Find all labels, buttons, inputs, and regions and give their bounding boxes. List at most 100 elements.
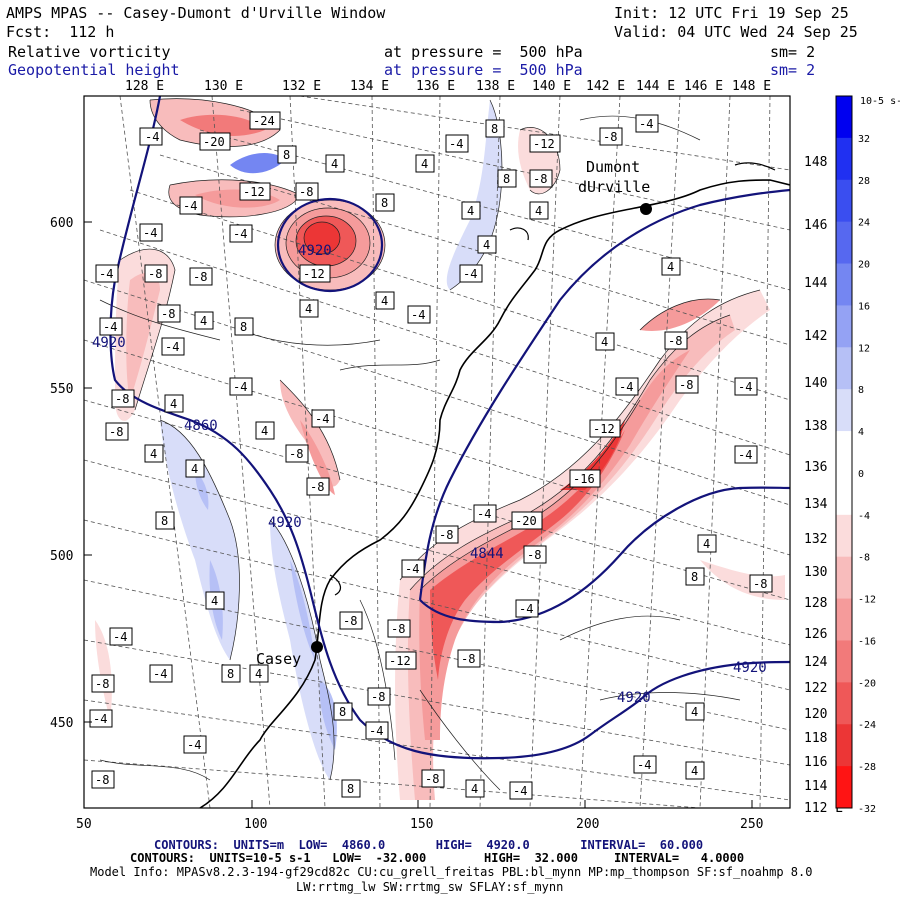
svg-text:126 E: 126 E: [804, 627, 843, 642]
svg-text:-4: -4: [738, 380, 752, 394]
svg-text:4: 4: [191, 462, 198, 476]
vort-label: -4: [89, 709, 113, 728]
svg-text:134 E: 134 E: [350, 79, 389, 94]
vort-label: -8: [599, 127, 623, 146]
svg-text:-4: -4: [165, 340, 179, 354]
svg-text:-20: -20: [515, 514, 537, 528]
vort-label: 4: [415, 154, 435, 173]
durville-label: dUrville: [578, 178, 650, 196]
colorbar-tick-label: 24: [858, 218, 870, 229]
vort-label: -4: [229, 224, 253, 243]
vort-label: 4: [205, 591, 225, 610]
vort-label: -4: [407, 305, 431, 324]
vort-label: 4: [529, 201, 549, 220]
vort-label: -8: [91, 770, 115, 789]
svg-text:144 E: 144 E: [636, 79, 675, 94]
vort-label: -4: [633, 755, 657, 774]
colorbar-tick-label: -20: [858, 678, 876, 689]
vort-label: -4: [149, 664, 173, 683]
svg-text:4: 4: [703, 537, 710, 551]
vort-label: -4: [139, 127, 163, 146]
svg-text:4: 4: [381, 294, 388, 308]
svg-text:-8: -8: [343, 614, 357, 628]
vort-label: 8: [234, 317, 254, 336]
svg-text:8: 8: [161, 514, 168, 528]
vort-label: -8: [189, 267, 213, 286]
svg-text:4920: 4920: [733, 660, 767, 676]
vorticity-contour-info: CONTOURS: UNITS=10-5 s-1 LOW= -32.000 HI…: [130, 851, 745, 865]
vort-label: -12: [385, 651, 417, 670]
svg-text:116 E: 116 E: [804, 755, 843, 770]
height-contour-labels: 4920 4860 4920 4920 4920 4920 4844: [92, 243, 767, 706]
svg-text:-8: -8: [753, 577, 767, 591]
svg-text:-4: -4: [315, 412, 329, 426]
dumont-label: Dumont: [586, 158, 640, 176]
svg-text:122 E: 122 E: [804, 681, 843, 696]
svg-text:-4: -4: [145, 130, 159, 144]
svg-text:150: 150: [410, 817, 433, 832]
vort-label: 4: [144, 444, 164, 463]
model-info: Model Info: MPASv8.2.3-194-gf29cd82c CU:…: [90, 865, 813, 879]
svg-text:-8: -8: [391, 622, 405, 636]
colorbar-tick-label: -4: [858, 511, 870, 522]
vort-label: -8: [306, 477, 330, 496]
svg-text:4920: 4920: [268, 515, 302, 531]
svg-text:128 E: 128 E: [804, 596, 843, 611]
colorbar-tick-label: -28: [858, 762, 876, 773]
svg-text:4: 4: [255, 667, 262, 681]
coastline-islands: [329, 162, 776, 596]
svg-text:-12: -12: [303, 267, 325, 281]
field2-name: Geopotential height: [8, 61, 180, 79]
colorbar-tick-label: -12: [858, 595, 876, 606]
svg-text:8: 8: [381, 196, 388, 210]
bottom-axis-ticks: 50 100 150 200 250: [76, 800, 763, 832]
svg-text:-4: -4: [103, 320, 117, 334]
svg-text:-8: -8: [679, 378, 693, 392]
coastline: [199, 179, 790, 808]
svg-text:4: 4: [471, 782, 478, 796]
vort-label: -4: [311, 409, 335, 428]
vort-label: -8: [295, 182, 319, 201]
colorbar-swatch: [836, 472, 852, 516]
vort-label: -16: [569, 469, 601, 488]
svg-text:4: 4: [483, 238, 490, 252]
svg-text:-4: -4: [233, 380, 247, 394]
colorbar-tick-label: -8: [858, 553, 870, 564]
vort-label: 4: [164, 394, 184, 413]
colorbar-swatch: [836, 221, 852, 265]
svg-text:132 E: 132 E: [804, 532, 843, 547]
height-contour-info: CONTOURS: UNITS=m LOW= 4860.0 HIGH= 4920…: [154, 838, 704, 852]
vort-label: -4: [401, 559, 425, 578]
vort-label: -4: [445, 134, 469, 153]
colorbar-swatch: [836, 640, 852, 683]
svg-text:4: 4: [170, 397, 177, 411]
colorbar-swatch: [836, 724, 852, 767]
svg-text:146 E: 146 E: [804, 218, 843, 233]
svg-text:138 E: 138 E: [804, 419, 843, 434]
svg-text:142 E: 142 E: [804, 329, 843, 344]
colorbar-swatch: [836, 96, 852, 139]
svg-text:-8: -8: [289, 447, 303, 461]
vort-label: 4: [697, 534, 717, 553]
svg-text:-4: -4: [477, 507, 491, 521]
colorbar-tick-label: -24: [858, 720, 876, 731]
colorbar-tick-label: -16: [858, 636, 876, 647]
svg-text:-4: -4: [113, 630, 127, 644]
casey-label: Casey: [256, 650, 301, 668]
svg-text:-12: -12: [593, 422, 615, 436]
vort-label: -8: [749, 574, 773, 593]
svg-text:-4: -4: [187, 738, 201, 752]
vort-label: -8: [421, 769, 445, 788]
vort-label: 4: [685, 702, 705, 721]
svg-text:250: 250: [740, 817, 763, 832]
svg-text:-8: -8: [425, 772, 439, 786]
vort-label: 4: [461, 201, 481, 220]
vort-label: 4: [325, 154, 345, 173]
svg-text:8: 8: [347, 782, 354, 796]
svg-text:4: 4: [421, 157, 428, 171]
vort-label: 4: [185, 459, 205, 478]
svg-text:8: 8: [503, 172, 510, 186]
valid-time: Valid: 04 UTC Wed 24 Sep 25: [614, 23, 858, 41]
field2-smoothing: sm= 2: [770, 61, 816, 79]
